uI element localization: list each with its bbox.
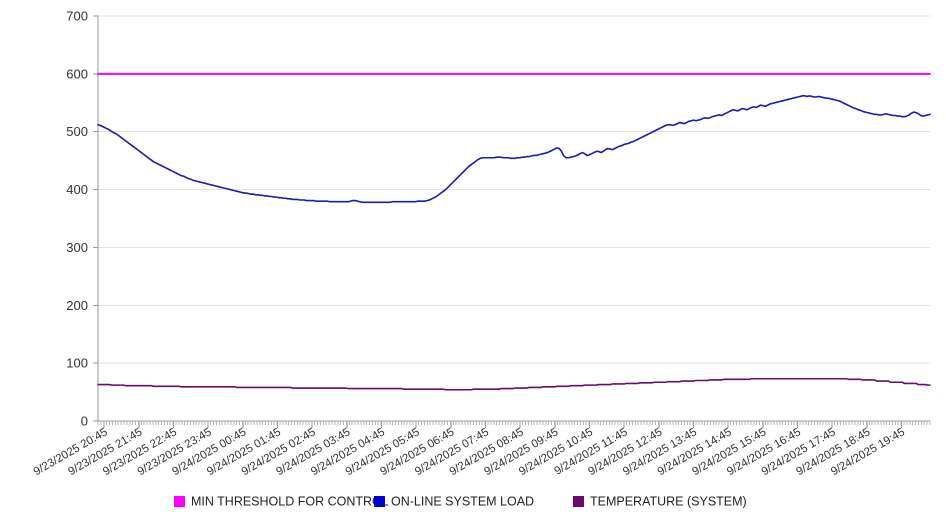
chart-legend: MIN THRESHOLD FOR CONTROL ON-LINE SYSTEM … bbox=[174, 495, 747, 509]
y-tick-label: 300 bbox=[66, 240, 88, 255]
legend-label: TEMPERATURE (SYSTEM) bbox=[590, 495, 747, 509]
series-group bbox=[97, 72, 931, 391]
y-tick-label: 100 bbox=[66, 356, 88, 371]
x-tick-labels-group: 9/23/2025 20:459/23/2025 21:459/23/2025 … bbox=[32, 426, 907, 478]
series-line bbox=[97, 95, 931, 204]
legend-swatch bbox=[174, 496, 185, 507]
series-line bbox=[97, 377, 931, 391]
gridlines-group bbox=[98, 15, 930, 364]
y-axis-group: 0 100 200 300 400 500 600 700 bbox=[66, 9, 99, 429]
y-tick-label: 200 bbox=[66, 298, 88, 313]
y-tick-label: 600 bbox=[66, 66, 88, 81]
legend-label: ON-LINE SYSTEM LOAD bbox=[391, 495, 534, 509]
x-axis-group bbox=[97, 420, 931, 428]
legend-swatch bbox=[573, 496, 584, 507]
y-tick-label: 700 bbox=[66, 9, 88, 24]
y-tick-label: 400 bbox=[66, 182, 88, 197]
y-tick-label: 500 bbox=[66, 124, 88, 139]
y-tick-label: 0 bbox=[81, 414, 88, 429]
legend-swatch bbox=[374, 496, 385, 507]
legend-label: MIN THRESHOLD FOR CONTROL bbox=[191, 495, 389, 509]
